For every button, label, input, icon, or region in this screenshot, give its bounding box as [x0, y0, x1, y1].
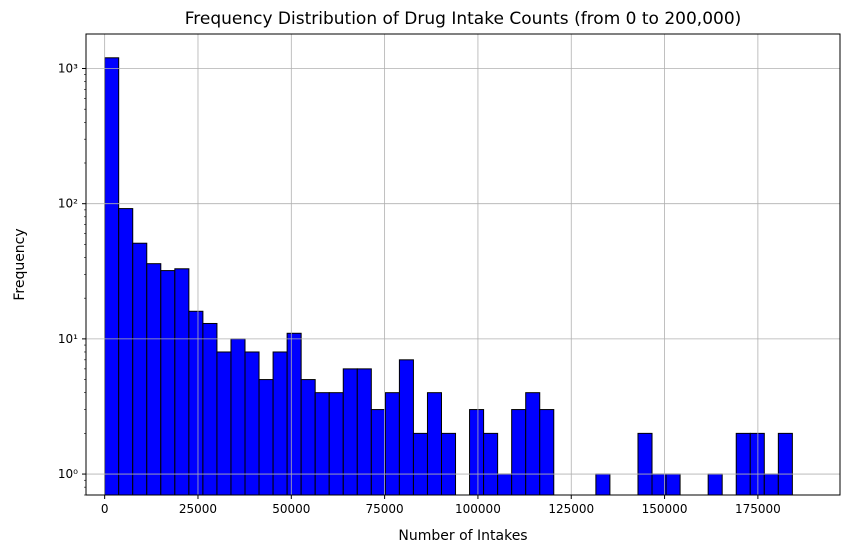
- histogram-bar: [342, 368, 358, 496]
- histogram-bar: [104, 57, 120, 496]
- histogram-bar: [132, 242, 148, 496]
- histogram-bar: [328, 392, 344, 496]
- histogram-bar: [707, 473, 723, 496]
- x-tick-label: 75000: [366, 502, 404, 516]
- histogram-bar: [398, 359, 414, 496]
- histogram-bar: [370, 409, 386, 496]
- histogram-bar: [426, 392, 442, 496]
- histogram-bar: [286, 332, 302, 496]
- histogram-bar: [244, 351, 260, 496]
- histogram-bar: [160, 270, 176, 496]
- x-tick-label: 125000: [548, 502, 594, 516]
- x-axis-ticks: 0 25000 50000 75000 100000 125000 150000 175000: [101, 495, 781, 516]
- histogram-bar: [595, 473, 611, 496]
- histogram-bar: [216, 351, 232, 496]
- histogram-bar: [469, 409, 485, 496]
- histogram-bar: [314, 392, 330, 496]
- histogram-bar: [258, 379, 274, 496]
- y-tick-label: 10¹: [58, 332, 78, 346]
- histogram-bar: [356, 368, 372, 496]
- histogram-bar: [483, 432, 499, 496]
- plot-frame: [85, 33, 841, 496]
- histogram-bar: [384, 392, 400, 496]
- histogram-bar: [118, 208, 134, 496]
- grid-layer: [86, 34, 840, 495]
- y-tick-label: 10²: [58, 197, 78, 211]
- histogram-bar: [202, 322, 218, 496]
- histogram-bar: [412, 432, 428, 496]
- x-tick-label: 0: [101, 502, 109, 516]
- x-axis-label: Number of Intakes: [398, 528, 527, 544]
- x-tick-label: 150000: [642, 502, 688, 516]
- histogram-bar: [174, 268, 190, 496]
- histogram-bar: [272, 351, 288, 496]
- histogram-bar: [735, 432, 751, 496]
- histogram-bar: [230, 338, 246, 496]
- y-tick-label: 10⁰: [58, 467, 78, 481]
- histogram-bar: [300, 379, 316, 496]
- y-axis-ticks: 10⁰ 10¹ 10² 10³: [58, 62, 86, 496]
- x-tick-label: 50000: [272, 502, 310, 516]
- histogram-bar: [763, 473, 779, 496]
- histogram-bar: [651, 473, 667, 496]
- histogram-bar: [539, 409, 555, 496]
- x-tick-label: 25000: [179, 502, 217, 516]
- y-axis-label: Frequency: [12, 228, 28, 300]
- histogram-bar: [511, 409, 527, 496]
- histogram-bar: [441, 432, 457, 496]
- histogram-bar: [497, 473, 513, 496]
- histogram-bar: [749, 432, 765, 496]
- x-tick-label: 100000: [455, 502, 501, 516]
- bars-layer: [104, 57, 793, 496]
- histogram-bar: [525, 392, 541, 496]
- histogram-bar: [665, 473, 681, 496]
- x-tick-label: 175000: [735, 502, 781, 516]
- histogram-bar: [146, 263, 162, 496]
- histogram-bar: [777, 432, 793, 496]
- y-tick-label: 10³: [58, 62, 78, 76]
- histogram-bar: [637, 432, 653, 496]
- chart-title: Frequency Distribution of Drug Intake Co…: [185, 9, 742, 29]
